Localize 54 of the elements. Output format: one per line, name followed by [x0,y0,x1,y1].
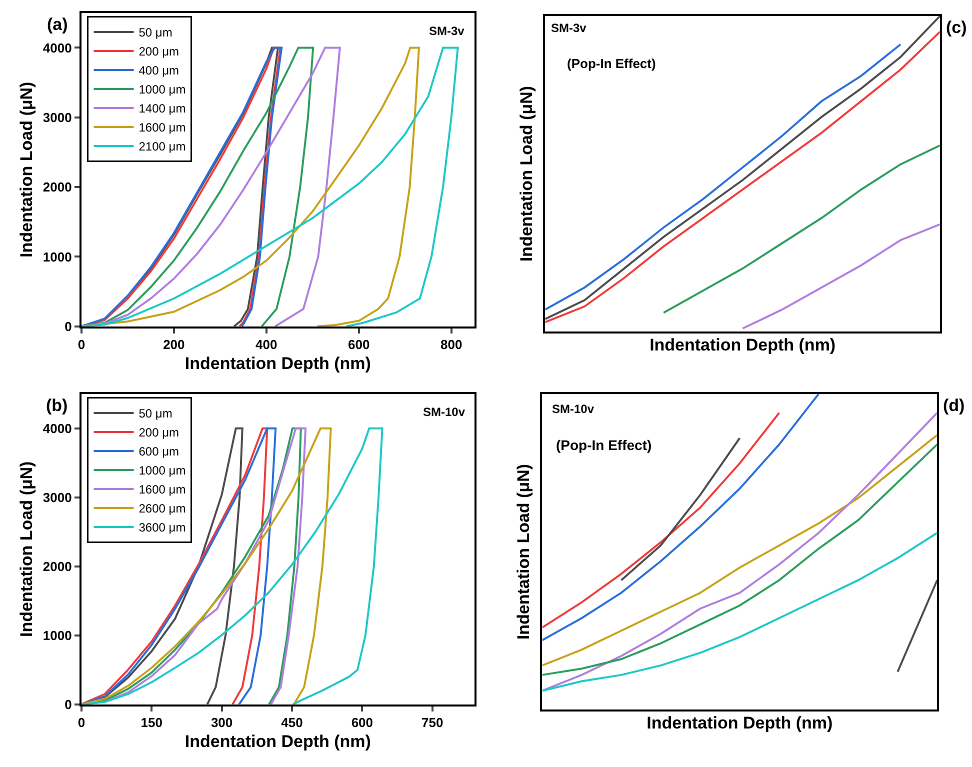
y-axis-title: Indentation Load (μN) [517,86,536,262]
y-tick-label: 0 [64,318,72,334]
x-tick-label: 800 [440,336,462,352]
y-axis-title: Indentation Load (μN) [16,461,36,637]
legend-label: 1600 μm [138,482,186,497]
x-tick-label: 300 [210,714,233,730]
annotation: (Pop-In Effect) [567,56,656,71]
y-tick-label: 0 [64,696,72,712]
legend-label: 400 μm [138,64,180,78]
y-tick-label: 4000 [42,420,72,436]
legend-label: 1600 μm [138,120,186,135]
x-axis-title: Indentation Depth (nm) [184,732,371,751]
legend-label: 2600 μm [138,502,186,516]
legend-label: 3600 μm [138,520,186,535]
y-tick-label: 4000 [42,40,72,56]
x-tick-label: 600 [351,714,374,730]
y-tick-label: 1000 [42,628,72,643]
x-tick-label: 200 [163,336,185,352]
y-axis-title: Indentation Load (μN) [16,82,36,258]
x-tick-label: 450 [281,714,303,730]
x-tick-label: 150 [140,714,162,730]
legend-label: 50 μm [138,26,172,40]
x-tick-label: 750 [421,714,444,730]
annotation: SM-3v [429,24,465,38]
y-tick-label: 2000 [42,558,72,574]
y-tick-label: 1000 [42,249,72,264]
x-tick-label: 400 [256,336,278,352]
legend-label: 200 μm [138,44,180,59]
legend-label: 600 μm [138,444,180,459]
text: (b) [46,396,68,415]
legend-label: 2100 μm [138,140,186,154]
legend-label: 50 μm [138,406,172,421]
y-axis-title: Indentation Load (μN) [514,464,534,640]
y-tick-label: 3000 [42,110,72,125]
legend-label: 200 μm [138,426,180,440]
x-axis-title: Indentation Depth (nm) [646,714,833,733]
annotation: SM-10v [552,402,594,416]
x-tick-label: 0 [78,714,86,730]
x-tick-label: 600 [348,336,370,352]
line-series [81,427,384,704]
y-tick-label: 2000 [42,180,72,195]
annotation: SM-3v [551,21,587,35]
legend-label: 1400 μm [138,102,186,116]
legend-label: 1000 μm [138,464,186,478]
x-axis-title: Indentation Depth (nm) [184,354,371,373]
legend-label: 1000 μm [138,82,186,97]
x-axis-title: Indentation Depth (nm) [650,336,836,355]
text: (d) [943,396,965,415]
annotation: (Pop-In Effect) [556,437,652,453]
text: (c) [946,18,967,37]
text: (a) [47,15,68,34]
x-tick-label: 0 [78,336,86,352]
y-tick-label: 3000 [42,490,72,505]
annotation: SM-10v [423,405,466,419]
